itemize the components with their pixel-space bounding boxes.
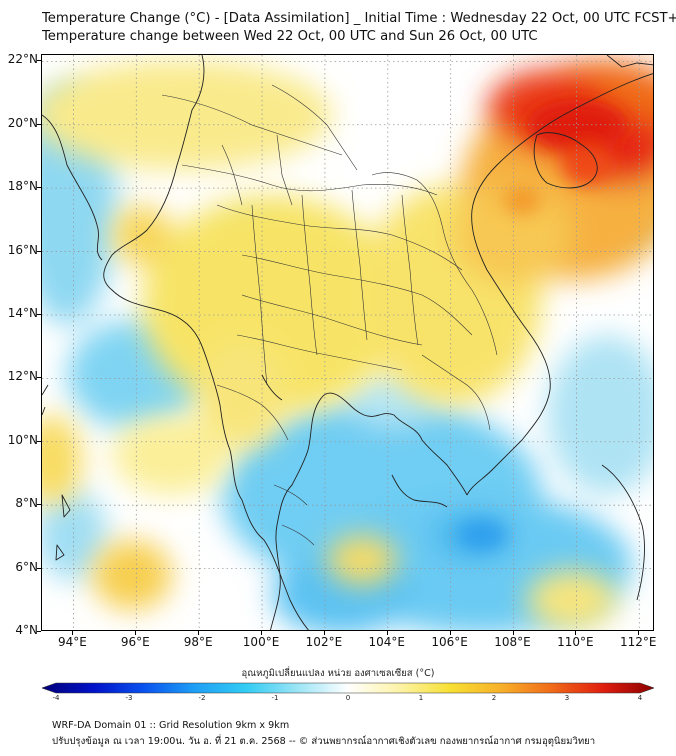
colorbar-tick-label: -2 xyxy=(198,694,206,702)
chart-subtitle: Temperature change between Wed 22 Oct, 0… xyxy=(42,29,538,44)
colorbar-tick-label: 1 xyxy=(418,694,424,702)
longitude-label: 98°E xyxy=(183,635,213,649)
colorbar-tick-label: -3 xyxy=(125,694,133,702)
longitude-tick xyxy=(72,631,74,635)
longitude-tick xyxy=(261,631,263,635)
latitude-label: 8°N xyxy=(15,496,38,511)
longitude-tick xyxy=(135,631,137,635)
latitude-label: 4°N xyxy=(15,623,38,637)
map-panel[interactable] xyxy=(41,54,654,631)
latitude-tick xyxy=(37,567,41,569)
latitude-label: 10°N xyxy=(7,432,38,447)
colorbar-gradient xyxy=(41,682,655,694)
colorbar-title: อุณหภูมิเปลี่ยนแปลง หน่วย องศาเซลเซียส (… xyxy=(241,668,435,679)
longitude-label: 104°E xyxy=(368,635,406,649)
longitude-tick xyxy=(449,631,451,635)
colorbar-tick-label: -1 xyxy=(271,694,279,702)
longitude-label: 100°E xyxy=(242,635,280,649)
field-hotspots xyxy=(457,100,627,550)
longitude-tick xyxy=(323,631,325,635)
longitude-tick xyxy=(575,631,577,635)
latitude-label: 18°N xyxy=(7,179,38,194)
latitude-tick xyxy=(37,313,41,315)
colorbar-tick-label: 4 xyxy=(637,694,643,702)
coastlines xyxy=(42,55,653,630)
chart-title: Temperature Change (°C) - [Data Assimila… xyxy=(42,11,676,26)
longitude-label: 112°E xyxy=(620,635,657,649)
latitude-label: 12°N xyxy=(7,369,38,384)
latitude-tick xyxy=(37,123,41,125)
colorbar-tick-label: 0 xyxy=(345,694,351,702)
latitude-tick xyxy=(37,377,41,379)
footer-model-info: WRF-DA Domain 01 :: Grid Resolution 9km … xyxy=(52,720,290,731)
longitude-tick xyxy=(198,631,200,635)
footer-update-info: ปรับปรุงข้อมูล ณ เวลา 19:00น. วัน อ. ที่… xyxy=(52,736,596,747)
longitude-label: 108°E xyxy=(494,635,531,649)
longitude-tick xyxy=(386,631,388,635)
colorbar-tick-label: 3 xyxy=(564,694,570,702)
latitude-tick xyxy=(37,187,41,189)
colorbar-tick-label: 2 xyxy=(491,694,497,702)
latitude-tick xyxy=(37,250,41,252)
latitude-label: 20°N xyxy=(7,115,38,130)
longitude-tick xyxy=(512,631,514,635)
latitude-tick xyxy=(37,631,41,632)
latitude-label: 6°N xyxy=(15,559,38,574)
colorbar-tick-label: -4 xyxy=(52,694,60,702)
longitude-label: 106°E xyxy=(431,635,468,649)
longitude-label: 102°E xyxy=(305,635,343,649)
latitude-label: 22°N xyxy=(7,52,38,67)
latitude-tick xyxy=(37,504,41,506)
latitude-label: 14°N xyxy=(7,305,38,320)
longitude-label: 96°E xyxy=(120,635,150,649)
longitude-label: 110°E xyxy=(557,635,594,649)
temperature-change-map xyxy=(42,55,653,630)
longitude-tick xyxy=(638,631,640,635)
admin-boundaries xyxy=(161,84,498,546)
latitude-tick xyxy=(37,60,41,62)
gridlines xyxy=(42,55,653,630)
latitude-tick xyxy=(37,440,41,442)
longitude-label: 94°E xyxy=(57,635,87,649)
latitude-label: 16°N xyxy=(7,242,38,257)
